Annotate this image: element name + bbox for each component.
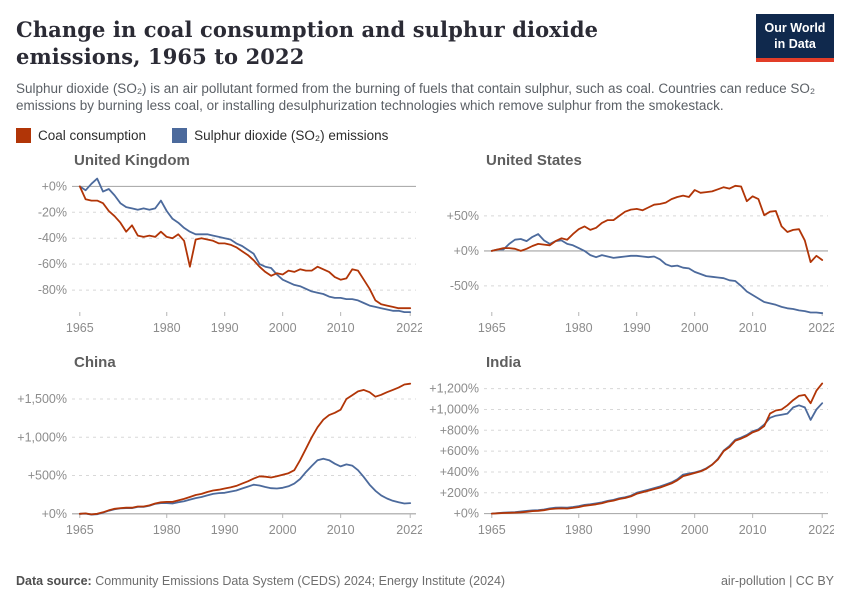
owid-logo[interactable]: Our World in Data: [756, 14, 834, 63]
footer: Data source: Community Emissions Data Sy…: [16, 574, 834, 588]
legend-item-so2: Sulphur dioxide (SO₂) emissions: [172, 128, 389, 144]
svg-text:1965: 1965: [478, 321, 506, 335]
panel-india: India +1,200% +1,000% +800% +600% +400% +200%…: [428, 354, 834, 542]
svg-text:+200%: +200%: [440, 486, 479, 500]
chart-china: +1,500% +1,000% +500% +0% 1965 1980 1990 2000 20…: [17, 382, 422, 537]
svg-text:-80%: -80%: [38, 283, 67, 297]
svg-text:2000: 2000: [681, 321, 709, 335]
legend-item-coal: Coal consumption: [16, 128, 147, 144]
svg-text:+500%: +500%: [28, 469, 67, 483]
chart-subtitle: Sulphur dioxide (SO₂) is an air pollutan…: [16, 80, 816, 114]
svg-text:1990: 1990: [623, 523, 651, 537]
panel-united-kingdom: United Kingdom +0% -20% -40% -60% -80% 1965 19…: [16, 152, 422, 340]
svg-text:2022: 2022: [808, 321, 834, 335]
so2-color-swatch: [172, 128, 188, 144]
svg-text:1990: 1990: [211, 523, 239, 537]
svg-text:-60%: -60%: [38, 257, 67, 271]
chart-title-united-states: United States: [486, 152, 582, 170]
svg-text:2010: 2010: [739, 523, 767, 537]
svg-text:2010: 2010: [739, 321, 767, 335]
svg-text:+0%: +0%: [42, 180, 67, 194]
owid-logo-line2: in Data: [774, 36, 816, 51]
data-source-text: Community Emissions Data System (CEDS) 2…: [91, 574, 506, 588]
svg-text:+1,500%: +1,500%: [17, 392, 67, 406]
svg-text:2022: 2022: [396, 321, 422, 335]
svg-text:1990: 1990: [211, 321, 239, 335]
chart-title-india: India: [486, 354, 522, 372]
svg-text:2000: 2000: [269, 321, 297, 335]
svg-text:+1,000%: +1,000%: [429, 403, 479, 417]
svg-text:+0%: +0%: [42, 507, 67, 521]
legend-label-so2: Sulphur dioxide (SO₂) emissions: [194, 128, 389, 144]
chart-india: +1,200% +1,000% +800% +600% +400% +200% +0% 196…: [429, 382, 834, 537]
owid-logo-line1: Our World: [764, 21, 826, 35]
svg-text:+1,000%: +1,000%: [17, 430, 67, 444]
svg-text:1980: 1980: [565, 321, 593, 335]
svg-text:+600%: +600%: [440, 444, 479, 458]
svg-text:2000: 2000: [269, 523, 297, 537]
svg-text:+400%: +400%: [440, 465, 479, 479]
svg-text:-20%: -20%: [38, 205, 67, 219]
charts-grid: United Kingdom +0% -20% -40% -60% -80% 1965 19…: [16, 152, 834, 542]
svg-text:1965: 1965: [66, 321, 94, 335]
svg-text:2000: 2000: [681, 523, 709, 537]
legend-label-coal: Coal consumption: [38, 128, 147, 144]
coal-color-swatch: [16, 128, 31, 144]
svg-text:1965: 1965: [478, 523, 506, 537]
chart-title-china: China: [74, 354, 116, 372]
panel-united-states: United States +50% +0% -50% 1965 1980 1990 200…: [428, 152, 834, 340]
svg-text:+1,200%: +1,200%: [429, 382, 479, 396]
svg-text:2010: 2010: [327, 523, 355, 537]
svg-text:1990: 1990: [623, 321, 651, 335]
svg-text:+50%: +50%: [447, 209, 479, 223]
data-source: Data source: Community Emissions Data Sy…: [16, 574, 505, 588]
chart-title-united-kingdom: United Kingdom: [74, 152, 190, 170]
svg-text:2022: 2022: [396, 523, 422, 537]
legend: Coal consumption Sulphur dioxide (SO₂) e…: [16, 128, 834, 144]
panel-china: China +1,500% +1,000% +500% +0% 1965 1980 1990…: [16, 354, 422, 542]
svg-text:1980: 1980: [565, 523, 593, 537]
page-title: Change in coal consumption and sulphur d…: [16, 17, 599, 70]
svg-text:1965: 1965: [66, 523, 94, 537]
svg-text:1980: 1980: [153, 321, 181, 335]
license-link[interactable]: air-pollution | CC BY: [720, 574, 834, 588]
svg-text:+0%: +0%: [454, 507, 479, 521]
svg-text:-40%: -40%: [38, 231, 67, 245]
svg-text:+800%: +800%: [440, 423, 479, 437]
chart-united-kingdom: +0% -20% -40% -60% -80% 1965 1980 1990 2000 2010 2…: [38, 177, 422, 335]
data-source-label: Data source:: [16, 574, 92, 588]
chart-united-states: +50% +0% -50% 1965 1980 1990 2000 2010 2022: [447, 185, 834, 335]
svg-text:+0%: +0%: [454, 244, 479, 258]
svg-text:-50%: -50%: [450, 279, 479, 293]
svg-text:1980: 1980: [153, 523, 181, 537]
svg-text:2022: 2022: [808, 523, 834, 537]
svg-text:2010: 2010: [327, 321, 355, 335]
